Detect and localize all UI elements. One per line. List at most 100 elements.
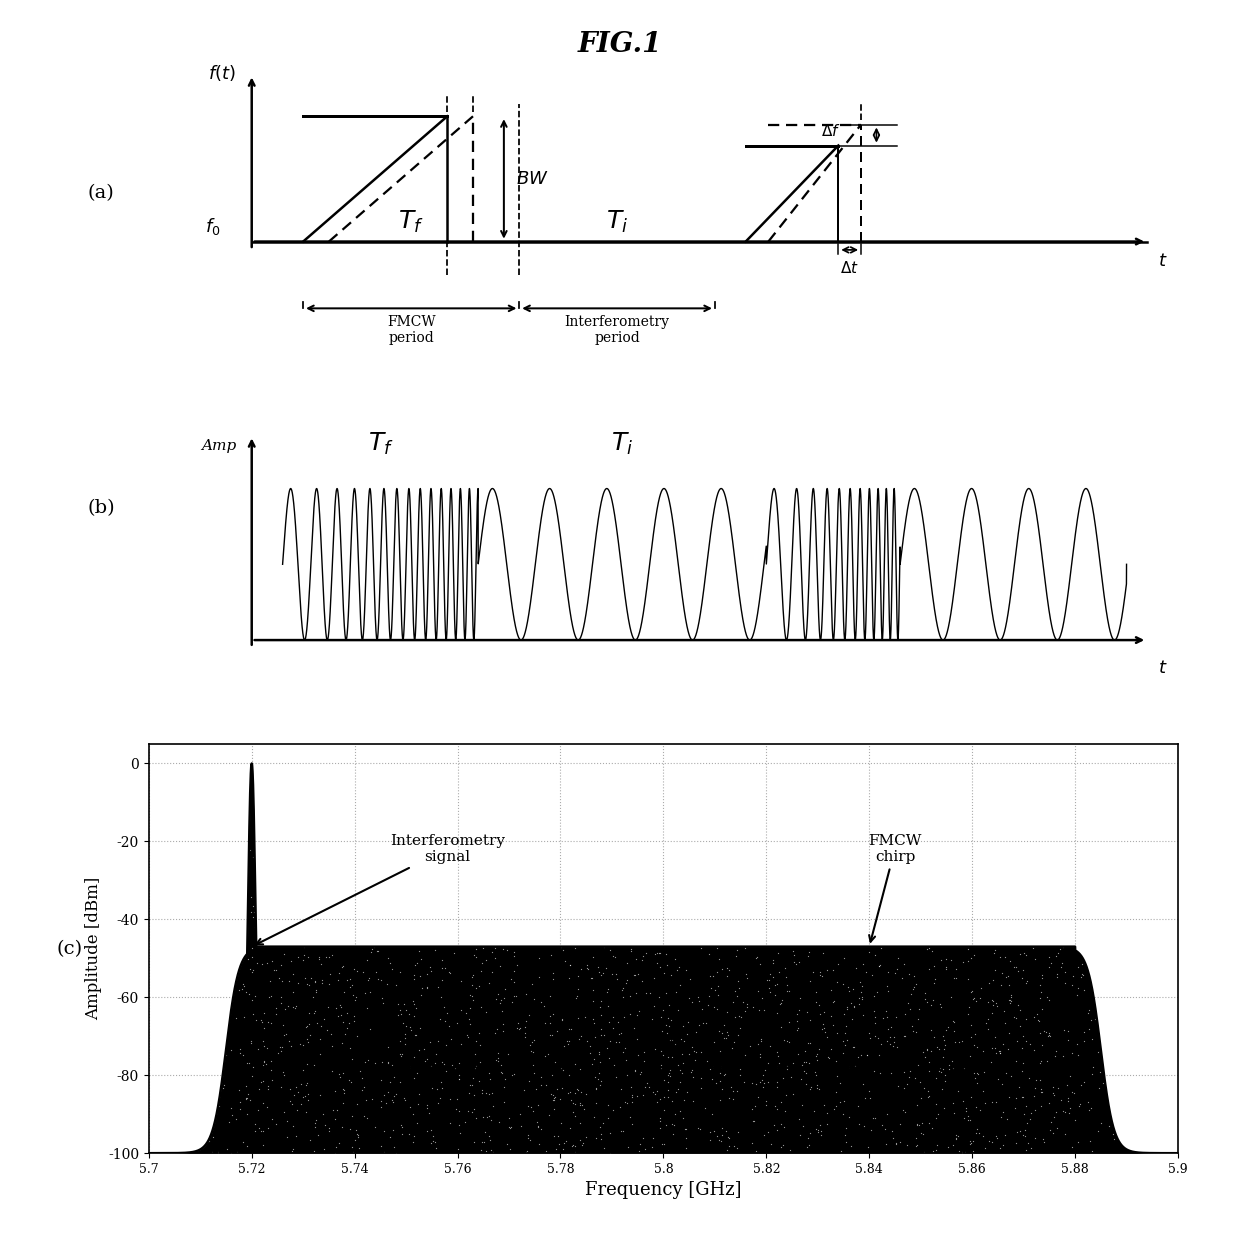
Point [471, 1140, 491, 1159]
Point [233, 973, 253, 993]
Point [776, 976, 796, 996]
Point [748, 1087, 768, 1107]
Point [283, 1140, 303, 1159]
Point [539, 986, 559, 1006]
Point [921, 1117, 941, 1137]
Point [288, 947, 308, 967]
Point [709, 1040, 729, 1060]
Point [662, 1125, 682, 1145]
Point [906, 1136, 926, 1156]
Point [877, 1104, 897, 1123]
Point [776, 967, 796, 987]
Point [326, 998, 346, 1018]
Point [343, 1142, 363, 1162]
Point [340, 968, 360, 988]
Point [600, 940, 620, 960]
Point [718, 1127, 738, 1147]
Point [591, 1070, 611, 1090]
Point [316, 946, 336, 966]
Point [494, 1014, 513, 1034]
Point [960, 997, 980, 1017]
Point [399, 1123, 419, 1143]
Point [430, 987, 450, 1007]
Point [409, 1084, 429, 1104]
Point [894, 1025, 914, 1045]
Point [565, 1054, 585, 1074]
Point [841, 993, 861, 1013]
Point [683, 1091, 703, 1111]
Point [766, 1078, 786, 1097]
Point [305, 971, 325, 991]
Point [469, 976, 489, 996]
Point [378, 1038, 398, 1058]
Text: $T_i$: $T_i$ [606, 210, 629, 236]
Point [956, 1101, 976, 1121]
Point [843, 980, 863, 999]
Point [391, 1045, 410, 1065]
Point [506, 986, 526, 1006]
Point [698, 994, 718, 1014]
Point [960, 1110, 980, 1130]
Point [529, 947, 549, 967]
Point [676, 1128, 696, 1148]
Point [551, 937, 570, 957]
Point [399, 1097, 419, 1117]
Point [1011, 1001, 1030, 1021]
Point [357, 950, 377, 970]
Point [337, 970, 357, 990]
Point [388, 1006, 408, 1025]
Point [476, 1084, 496, 1104]
Point [627, 1085, 647, 1105]
Point [691, 1068, 711, 1087]
Point [463, 990, 482, 1009]
Point [418, 1121, 438, 1141]
Point [325, 1110, 345, 1130]
Point [1060, 1099, 1080, 1118]
Point [1058, 1075, 1078, 1095]
Point [1064, 966, 1084, 986]
Point [484, 1142, 503, 1162]
Point [463, 975, 482, 994]
Point [997, 1109, 1017, 1128]
Point [404, 1047, 424, 1066]
Point [852, 988, 872, 1008]
Point [327, 1007, 347, 1027]
Point [392, 1044, 412, 1064]
Point [463, 967, 482, 987]
Point [753, 1065, 773, 1085]
Point [800, 1123, 820, 1143]
Point [584, 1049, 604, 1069]
Point [929, 1039, 949, 1059]
Point [792, 1095, 812, 1115]
Point [334, 1079, 353, 1099]
Point [1045, 946, 1065, 966]
Point [525, 1030, 544, 1050]
Point [1053, 1101, 1073, 1121]
Point [880, 1027, 900, 1047]
Point [439, 1016, 459, 1035]
Point [613, 980, 632, 999]
Point [1044, 1107, 1064, 1127]
Point [980, 1131, 999, 1151]
Point [598, 978, 618, 998]
Point [560, 955, 580, 975]
Point [665, 1105, 684, 1125]
Point [714, 1028, 734, 1048]
Point [558, 1083, 578, 1102]
Point [374, 1085, 394, 1105]
Point [388, 994, 408, 1014]
Point [853, 1074, 873, 1094]
Point [660, 1066, 680, 1086]
Point [409, 941, 429, 961]
Point [1001, 1066, 1021, 1086]
Point [378, 949, 398, 968]
Point [589, 1043, 609, 1063]
Point [770, 994, 790, 1014]
Point [360, 968, 379, 988]
Point [749, 1034, 769, 1054]
Point [627, 1045, 647, 1065]
Point [274, 1102, 294, 1122]
Point [637, 1073, 657, 1092]
Point [657, 955, 677, 975]
Point [575, 1007, 595, 1027]
